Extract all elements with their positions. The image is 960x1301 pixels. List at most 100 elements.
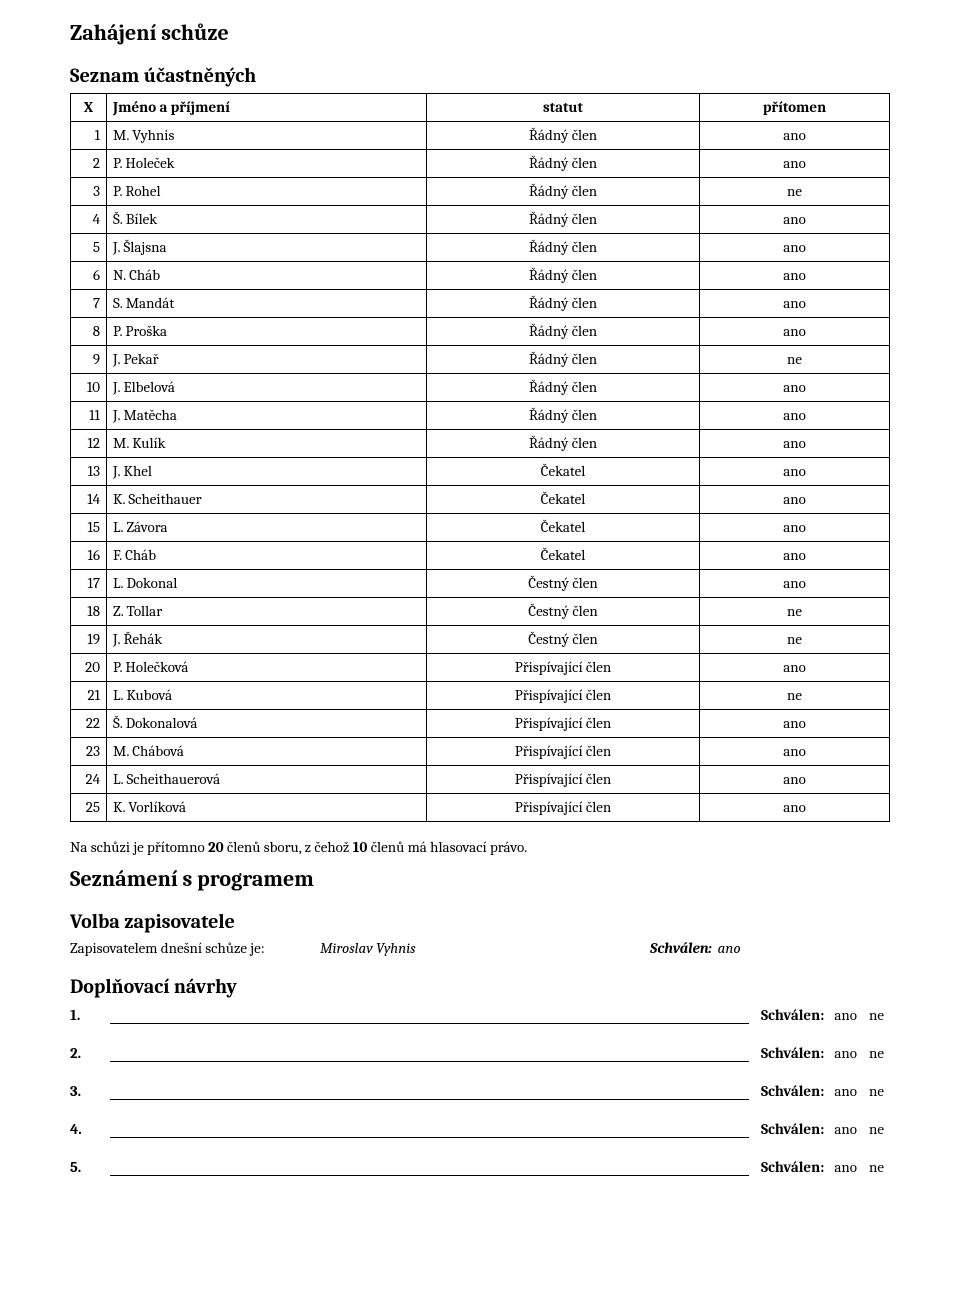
cell-name: F. Cháb — [107, 542, 427, 570]
recorder-name: Miroslav Vyhnis — [320, 939, 650, 957]
cell-name: M. Vyhnis — [107, 122, 427, 150]
cell-status: Řádný člen — [427, 374, 700, 402]
cell-name: M. Kulík — [107, 430, 427, 458]
table-row: 19J. ŘehákČestný členne — [71, 626, 890, 654]
cell-name: L. Kubová — [107, 682, 427, 710]
cell-status: Řádný člen — [427, 122, 700, 150]
cell-index: 5 — [71, 234, 107, 262]
table-header-row: X Jméno a příjmení statut přítomen — [71, 94, 890, 122]
table-row: 24L. ScheithauerováPřispívající členano — [71, 766, 890, 794]
cell-index: 1 — [71, 122, 107, 150]
table-row: 2P. HolečekŘádný členano — [71, 150, 890, 178]
proposal-blank-line — [110, 1124, 749, 1138]
cell-name: Š. Dokonalová — [107, 710, 427, 738]
cell-index: 3 — [71, 178, 107, 206]
cell-status: Přispívající člen — [427, 710, 700, 738]
cell-present: ano — [700, 206, 890, 234]
cell-present: ano — [700, 710, 890, 738]
cell-index: 16 — [71, 542, 107, 570]
table-row: 25K. VorlíkováPřispívající členano — [71, 794, 890, 822]
cell-present: ano — [700, 234, 890, 262]
cell-status: Řádný člen — [427, 150, 700, 178]
cell-present: ne — [700, 682, 890, 710]
cell-present: ne — [700, 598, 890, 626]
proposal-option-yes: ano — [834, 1158, 857, 1176]
cell-name: K. Scheithauer — [107, 486, 427, 514]
table-row: 12M. KulíkŘádný členano — [71, 430, 890, 458]
proposal-blank-line — [110, 1048, 749, 1062]
cell-name: J. Pekař — [107, 346, 427, 374]
proposal-row: 2.Schválen:anone — [70, 1044, 890, 1062]
cell-index: 10 — [71, 374, 107, 402]
cell-status: Čekatel — [427, 542, 700, 570]
table-row: 5J. ŠlajsnaŘádný členano — [71, 234, 890, 262]
cell-present: ano — [700, 766, 890, 794]
cell-status: Řádný člen — [427, 430, 700, 458]
cell-index: 23 — [71, 738, 107, 766]
cell-status: Čekatel — [427, 514, 700, 542]
proposal-blank-line — [110, 1162, 749, 1176]
cell-name: L. Závora — [107, 514, 427, 542]
cell-name: N. Cháb — [107, 262, 427, 290]
cell-name: J. Šlajsna — [107, 234, 427, 262]
proposal-option-no: ne — [869, 1006, 884, 1024]
proposal-approved-label: Schválen: — [761, 1044, 824, 1062]
th-present: přítomen — [700, 94, 890, 122]
cell-index: 14 — [71, 486, 107, 514]
cell-status: Přispívající člen — [427, 766, 700, 794]
proposal-row: 5.Schválen:anone — [70, 1158, 890, 1176]
heading-program: Seznámení s programem — [70, 866, 890, 892]
heading-start: Zahájení schůze — [70, 20, 890, 46]
cell-index: 22 — [71, 710, 107, 738]
cell-status: Řádný člen — [427, 178, 700, 206]
cell-name: P. Rohel — [107, 178, 427, 206]
table-row: 20P. HolečkováPřispívající členano — [71, 654, 890, 682]
cell-index: 9 — [71, 346, 107, 374]
table-row: 3P. RohelŘádný členne — [71, 178, 890, 206]
proposal-row: 3.Schválen:anone — [70, 1082, 890, 1100]
cell-name: Z. Tollar — [107, 598, 427, 626]
heading-recorder: Volba zapisovatele — [70, 910, 890, 933]
cell-status: Přispívající člen — [427, 654, 700, 682]
cell-present: ano — [700, 458, 890, 486]
table-row: 11J. MatěchaŘádný členano — [71, 402, 890, 430]
cell-present: ano — [700, 430, 890, 458]
cell-present: ano — [700, 794, 890, 822]
table-row: 22Š. DokonalováPřispívající členano — [71, 710, 890, 738]
proposal-approved-label: Schválen: — [761, 1120, 824, 1138]
cell-present: ne — [700, 178, 890, 206]
cell-status: Přispívající člen — [427, 794, 700, 822]
cell-index: 24 — [71, 766, 107, 794]
cell-status: Čestný člen — [427, 626, 700, 654]
cell-status: Řádný člen — [427, 206, 700, 234]
cell-present: ano — [700, 122, 890, 150]
recorder-approved-value: ano — [718, 939, 741, 957]
cell-index: 17 — [71, 570, 107, 598]
cell-status: Čekatel — [427, 486, 700, 514]
cell-name: J. Řehák — [107, 626, 427, 654]
summary-count-present: 20 — [208, 838, 224, 856]
table-row: 8P. ProškaŘádný členano — [71, 318, 890, 346]
cell-present: ano — [700, 542, 890, 570]
table-row: 18Z. TollarČestný členne — [71, 598, 890, 626]
proposal-row: 1.Schválen:anone — [70, 1006, 890, 1024]
proposal-option-yes: ano — [834, 1006, 857, 1024]
cell-present: ano — [700, 654, 890, 682]
cell-index: 20 — [71, 654, 107, 682]
table-row: 4Š. BílekŘádný členano — [71, 206, 890, 234]
cell-index: 13 — [71, 458, 107, 486]
table-row: 1M. VyhnisŘádný členano — [71, 122, 890, 150]
cell-index: 12 — [71, 430, 107, 458]
cell-name: S. Mandát — [107, 290, 427, 318]
cell-index: 11 — [71, 402, 107, 430]
proposal-option-no: ne — [869, 1044, 884, 1062]
proposal-number: 3. — [70, 1082, 110, 1100]
proposal-option-no: ne — [869, 1082, 884, 1100]
cell-present: ano — [700, 738, 890, 766]
th-index: X — [71, 94, 107, 122]
heading-attendees: Seznam účastněných — [70, 64, 890, 87]
table-row: 15L. ZávoraČekatelano — [71, 514, 890, 542]
cell-status: Řádný člen — [427, 234, 700, 262]
cell-status: Čestný člen — [427, 570, 700, 598]
cell-present: ano — [700, 402, 890, 430]
